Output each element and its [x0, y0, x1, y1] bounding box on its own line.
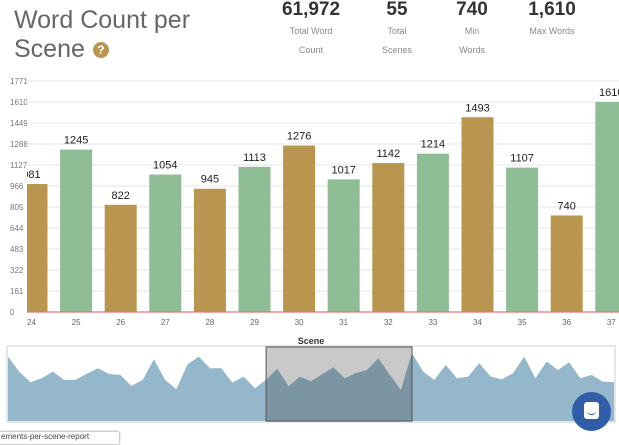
bar[interactable] — [550, 215, 583, 312]
navigator-selection[interactable] — [265, 346, 413, 422]
y-tick-label: 483 — [10, 245, 24, 254]
bar[interactable] — [595, 102, 619, 312]
page-title: Word Count per Scene? — [14, 6, 214, 64]
data-label: 1610 — [599, 87, 619, 99]
x-tick-label: 34 — [473, 318, 482, 327]
bar[interactable] — [506, 167, 539, 312]
x-tick-label: 24 — [27, 318, 36, 327]
data-label: 740 — [558, 200, 576, 212]
stat-min-words: 740 Min Words — [452, 0, 492, 60]
stat-label: Min Words — [459, 26, 485, 55]
stat-total-scenes: 55 Total Scenes — [372, 0, 422, 60]
stat-value: 1,610 — [528, 0, 576, 20]
data-label: 1113 — [243, 152, 266, 164]
stat-total-word-count: 61,972 Total Word Count — [278, 0, 344, 60]
y-tick-label: 1127 — [10, 161, 28, 170]
x-tick-label: 35 — [518, 318, 527, 327]
data-label: 981 — [22, 169, 40, 181]
y-tick-label: 966 — [10, 182, 24, 191]
x-tick-label: 25 — [72, 318, 81, 327]
bar[interactable] — [283, 145, 316, 312]
x-tick-label: 27 — [161, 318, 170, 327]
y-tick-label: 1449 — [10, 119, 28, 128]
x-tick-label: 28 — [205, 318, 214, 327]
bar[interactable] — [104, 204, 137, 312]
stat-label: Max Words — [529, 26, 575, 36]
x-tick-label: 36 — [562, 318, 571, 327]
y-tick-label: 1771 — [10, 77, 28, 86]
data-label: 1214 — [421, 139, 445, 151]
x-tick-label: 31 — [339, 318, 348, 327]
data-label: 1054 — [153, 160, 177, 172]
bar[interactable] — [60, 149, 93, 312]
page-title-text: Word Count per Scene — [14, 6, 191, 63]
stat-value: 61,972 — [281, 0, 341, 20]
data-label: 1245 — [64, 135, 88, 147]
data-label: 1107 — [510, 153, 534, 165]
x-tick-label: 32 — [384, 318, 393, 327]
y-tick-label: 644 — [10, 224, 24, 233]
y-tick-label: 1610 — [10, 98, 28, 107]
bar[interactable] — [461, 117, 494, 313]
stat-max-words: 1,610 Max Words — [516, 0, 588, 41]
y-tick-label: 0 — [10, 308, 15, 317]
bar[interactable] — [327, 179, 360, 312]
stat-label: Total Scenes — [381, 26, 413, 55]
bar[interactable] — [193, 188, 226, 312]
navigator-series — [8, 353, 614, 421]
x-axis-title: Scene — [298, 336, 325, 346]
question-circle-icon[interactable]: ? — [92, 42, 109, 58]
navigator[interactable] — [6, 345, 616, 423]
bar[interactable] — [149, 174, 182, 312]
y-tick-label: 322 — [10, 266, 24, 275]
bar[interactable] — [16, 184, 48, 312]
y-tick-label: 1288 — [10, 140, 28, 149]
bar[interactable] — [372, 163, 405, 312]
stat-value: 55 — [386, 0, 408, 20]
x-tick-label: 26 — [116, 318, 125, 327]
stat-label: Total Word Count — [289, 26, 333, 55]
data-label: 1017 — [331, 164, 355, 176]
data-label: 1276 — [287, 131, 311, 143]
data-label: 1142 — [376, 148, 400, 160]
x-tick-label: 37 — [607, 318, 616, 327]
stat-value: 740 — [456, 0, 488, 20]
tooltip: ements-per-scene-report — [0, 431, 120, 445]
data-label: 1493 — [465, 102, 489, 114]
x-tick-label: 30 — [295, 318, 304, 327]
data-label: 822 — [112, 190, 130, 202]
bar[interactable] — [238, 166, 271, 312]
x-tick-label: 29 — [250, 318, 259, 327]
chat-bubble-icon[interactable] — [572, 392, 611, 431]
bar[interactable] — [416, 153, 449, 312]
y-tick-label: 161 — [10, 287, 24, 296]
y-tick-label: 805 — [10, 203, 24, 212]
x-tick-label: 33 — [428, 318, 437, 327]
data-label: 945 — [201, 174, 219, 186]
